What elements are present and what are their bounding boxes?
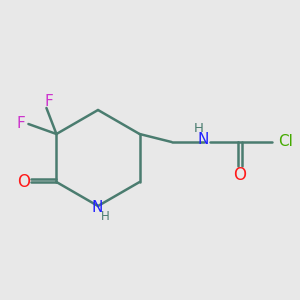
Text: O: O: [233, 166, 246, 184]
Text: O: O: [17, 173, 30, 191]
Text: Cl: Cl: [278, 134, 293, 149]
Text: H: H: [100, 209, 109, 223]
Text: N: N: [198, 133, 209, 148]
Text: H: H: [194, 122, 203, 136]
Text: F: F: [44, 94, 53, 109]
Text: F: F: [16, 116, 25, 131]
Text: N: N: [91, 200, 103, 214]
